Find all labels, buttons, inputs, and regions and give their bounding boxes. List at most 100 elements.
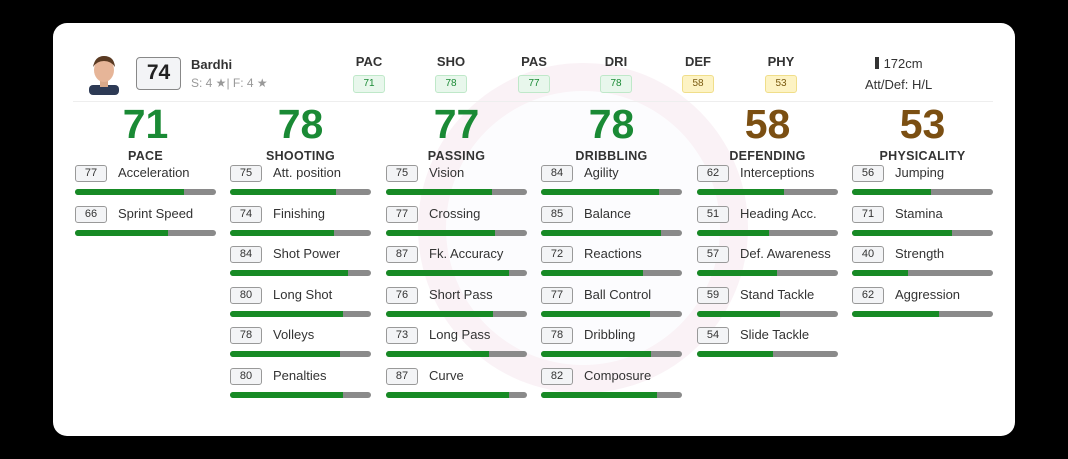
stat-bar [697, 229, 838, 236]
category-defending: 58 DEFENDING 62 Interceptions 51 Heading Acc.… [697, 103, 838, 366]
stat-name: Dribbling [584, 327, 636, 342]
stat-bar-fill [386, 229, 495, 236]
stat-row: 77 Acceleration [75, 163, 216, 204]
stat-value: 77 [541, 286, 573, 304]
category-label: PHYSICALITY [879, 149, 966, 163]
stat-value: 56 [852, 165, 884, 182]
stat-name: Agility [584, 165, 619, 180]
header-stat-label: DEF [685, 54, 711, 69]
player-avatar [89, 56, 119, 95]
stat-value: 74 [230, 205, 262, 223]
stat-row: 72 Reactions [541, 244, 682, 285]
stat-bar-fill [697, 229, 769, 236]
stat-bar [230, 189, 371, 195]
stat-value: 77 [75, 165, 107, 182]
stat-bar [386, 270, 527, 276]
stat-bar-fill [386, 270, 509, 276]
category-rating: 71 [122, 101, 169, 147]
stat-value: 84 [230, 246, 262, 263]
stat-bar [386, 229, 527, 236]
stat-bar-fill [230, 229, 335, 236]
stat-bar [852, 270, 993, 276]
stat-name: Strength [895, 246, 945, 261]
stat-name: Sprint Speed [118, 205, 194, 221]
category-passing: 77 PASSING 75 Vision 77 Crossing 87 Fk. Accurac… [386, 103, 527, 406]
category-label: DRIBBLING [575, 149, 648, 163]
category-label: PASSING [427, 149, 486, 163]
stat-name: Heading Acc. [740, 205, 817, 221]
stat-row: 77 Crossing [386, 204, 527, 245]
header-stat-label: PAC [355, 54, 383, 69]
stat-name: Interceptions [740, 165, 815, 180]
stat-row: 73 Long Pass [386, 325, 527, 366]
stat-name: Composure [584, 367, 652, 383]
header-stat-label: PHY [767, 54, 795, 69]
stat-name: Stamina [895, 205, 943, 221]
category-rating: 53 [899, 101, 946, 147]
stat-bar-fill [697, 189, 785, 195]
stat-value: 73 [386, 327, 418, 344]
stat-name: Slide Tackle [740, 327, 810, 342]
stat-value: 78 [541, 327, 573, 344]
stat-row: 87 Fk. Accuracy [386, 244, 527, 285]
stat-value: 84 [541, 165, 573, 182]
header-stat-label: PAS [521, 54, 547, 69]
stat-name: Att. position [273, 165, 341, 180]
player-name[interactable]: Bardhi [191, 57, 233, 72]
stat-bar [697, 270, 838, 276]
stat-row: 75 Vision [386, 163, 527, 204]
stat-name: Shot Power [273, 246, 341, 261]
stat-bar [386, 391, 527, 398]
stat-value: 59 [697, 286, 729, 304]
stat-row: 59 Stand Tackle [697, 285, 838, 326]
stat-bar [230, 351, 371, 357]
header-stat-value: 78 [600, 75, 632, 93]
stat-value: 72 [541, 246, 573, 263]
stat-bar-fill [697, 270, 778, 276]
stat-value: 71 [852, 205, 884, 223]
divider [73, 101, 993, 102]
category-label: SHOOTING [265, 149, 336, 163]
category-label: PACE [127, 149, 163, 163]
stat-bar-fill [697, 351, 774, 357]
header-stat-value: 71 [353, 75, 385, 93]
stat-value: 87 [386, 246, 418, 263]
stat-bar-fill [230, 351, 340, 357]
header-stat-label: DRI [604, 54, 628, 69]
stat-bar-fill [852, 270, 909, 276]
stat-bar [386, 189, 527, 195]
stat-bar [230, 391, 371, 398]
stat-value: 80 [230, 286, 262, 304]
header-stat-value: 58 [682, 75, 714, 93]
category-rating: 77 [433, 101, 480, 147]
stat-row: 75 Att. position [230, 163, 371, 204]
stat-row: 76 Short Pass [386, 285, 527, 326]
stat-name: Vision [429, 165, 465, 180]
category-label: DEFENDING [729, 149, 806, 163]
stat-value: 77 [386, 205, 418, 223]
header-stat-sho: SHO 78 [421, 54, 481, 93]
stat-bar [75, 229, 216, 236]
stat-value: 40 [852, 246, 884, 263]
stat-name: Balance [584, 205, 631, 221]
stat-bar-fill [852, 189, 931, 195]
stat-bar-fill [75, 189, 184, 195]
stat-value: 62 [697, 165, 729, 182]
stat-row: 87 Curve [386, 366, 527, 407]
player-stats-card: 74 Bardhi S: 4 ★| F: 4 ★ PAC 71 SHO 78 PAS 77… [53, 23, 1015, 436]
stat-name: Def. Awareness [740, 246, 831, 261]
stat-bar [852, 189, 993, 195]
height-icon [874, 57, 879, 69]
stat-name: Fk. Accuracy [429, 246, 504, 261]
stat-bar-fill [386, 189, 492, 195]
stat-row: 57 Def. Awareness [697, 244, 838, 285]
category-rating: 58 [744, 101, 791, 147]
header-stat-value: 78 [435, 75, 467, 93]
header-stat-value: 77 [518, 75, 550, 93]
stat-row: 62 Interceptions [697, 163, 838, 204]
player-info: 172cm Att/Def: H/L [865, 53, 932, 95]
stat-bar-fill [541, 270, 643, 276]
stat-bar [386, 310, 527, 317]
stat-bar-fill [230, 270, 349, 276]
stat-bar-fill [75, 229, 169, 236]
